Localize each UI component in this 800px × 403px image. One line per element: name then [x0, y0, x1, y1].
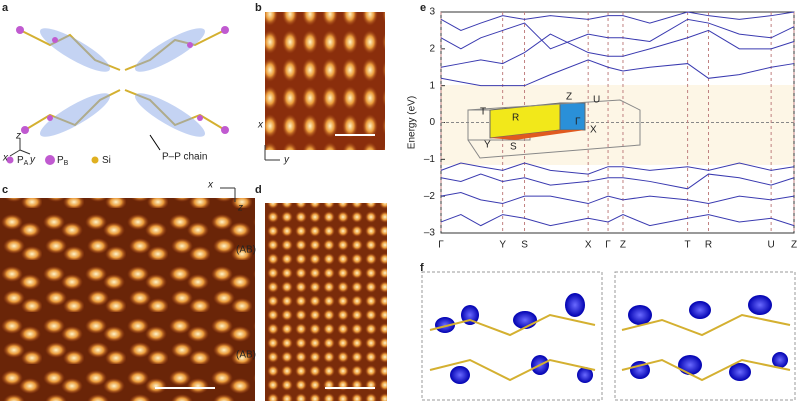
inset-label: Y — [484, 140, 491, 151]
axis-label: z — [15, 131, 21, 142]
annotation: P–P chain — [162, 152, 207, 163]
band-line — [440, 18, 795, 50]
panel-label: a — [2, 2, 9, 14]
axis-label: x — [207, 180, 214, 191]
y-tick-label: –2 — [424, 191, 436, 202]
legend-entry: PA — [17, 155, 29, 167]
y-axis-label: Energy (eV) — [407, 96, 418, 149]
legend-entry: Si — [102, 155, 111, 166]
band-line — [440, 173, 795, 190]
x-tick-label: T — [685, 240, 691, 251]
axis-label: x — [257, 120, 264, 131]
y-tick-label: –1 — [424, 154, 436, 165]
inset-label: Z — [566, 92, 572, 103]
inset-label: U — [593, 95, 600, 106]
legend-symbol-text: P — [17, 155, 24, 166]
x-tick-label: U — [768, 240, 775, 251]
legend-symbol-text: Si — [102, 155, 111, 166]
axis-label: z — [237, 203, 243, 214]
y-tick-label: 0 — [429, 117, 435, 128]
x-tick-label: X — [585, 240, 592, 251]
band-line — [440, 191, 795, 205]
y-tick-label: 2 — [429, 43, 435, 54]
x-tick-label: S — [521, 240, 528, 251]
x-tick-label: Γ — [438, 240, 444, 251]
legend-symbol-text: P — [57, 155, 64, 166]
y-tick-label: –3 — [424, 228, 436, 239]
band-line — [440, 214, 795, 227]
axis-label: y — [29, 155, 36, 166]
panel-label: b — [255, 2, 262, 14]
legend-subscript: A — [24, 160, 29, 167]
stm-image-c — [0, 198, 255, 401]
stacking-label: (AB) — [236, 350, 256, 361]
legend-subscript: B — [64, 160, 69, 167]
band-line — [440, 162, 795, 175]
brillouin-zone-inset — [467, 99, 641, 159]
band-line — [440, 29, 795, 68]
y-tick-label: 3 — [429, 7, 435, 18]
panel-label: d — [255, 184, 262, 196]
axis-label: y — [283, 155, 290, 166]
legend-symbol — [6, 156, 14, 164]
legend-symbol — [45, 155, 55, 165]
x-tick-label: Z — [791, 240, 797, 251]
x-tick-label: R — [705, 240, 712, 251]
stacking-label: (AB) — [236, 245, 256, 256]
panel-label: e — [420, 2, 426, 14]
y-tick-label: 1 — [429, 80, 435, 91]
legend-symbol — [91, 156, 99, 164]
axis-label: x — [2, 153, 9, 164]
x-tick-label: Y — [499, 240, 506, 251]
stm-image-b — [265, 12, 385, 150]
stm-image-d — [265, 203, 387, 401]
legend-entry: PB — [57, 155, 69, 167]
band-line — [440, 59, 795, 87]
inset-label: Γ — [575, 117, 581, 128]
pointer — [149, 134, 161, 151]
x-tick-label: Γ — [605, 240, 611, 251]
panel-f — [421, 271, 796, 401]
inset-label: T — [480, 107, 486, 118]
band-line — [440, 11, 795, 31]
panel-a — [9, 26, 229, 157]
panel-label: f — [420, 262, 424, 274]
x-tick-label: Z — [620, 240, 626, 251]
panel-label: c — [2, 184, 8, 196]
inset-label: R — [512, 113, 519, 124]
inset-label: X — [590, 125, 597, 136]
inset-label: S — [510, 142, 517, 153]
